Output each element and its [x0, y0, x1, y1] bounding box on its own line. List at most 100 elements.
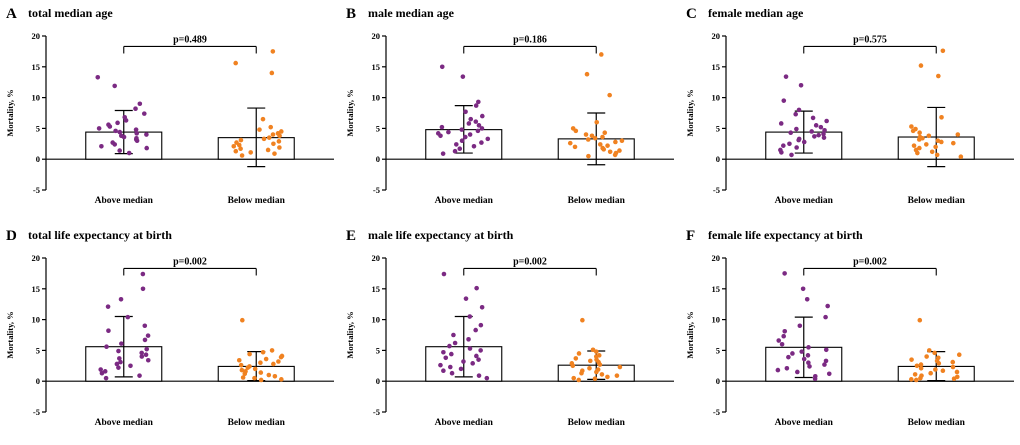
scatter-point-above-median — [474, 353, 479, 359]
scatter-point-below-median — [617, 148, 622, 153]
scatter-point-above-median — [446, 129, 451, 135]
scatter-point-above-median — [134, 131, 140, 136]
scatter-point-above-median — [475, 128, 481, 134]
y-tick-label: -5 — [33, 185, 40, 195]
scatter-point-above-median — [480, 113, 485, 119]
scatter-point-above-median — [776, 338, 782, 343]
scatter-point-below-median — [605, 374, 610, 380]
scatter-point-above-median — [116, 348, 121, 354]
scatter-point-below-median — [238, 362, 244, 368]
y-tick-label: 0 — [36, 154, 40, 164]
scatter-point-above-median — [133, 127, 139, 132]
scatter-point-below-median — [248, 150, 254, 155]
scatter-point-below-median — [935, 138, 941, 144]
scatter-point-above-median — [117, 356, 122, 361]
scatter-point-above-median — [452, 148, 458, 154]
scatter-point-below-median — [279, 377, 284, 382]
scatter-point-above-median — [449, 370, 455, 376]
scatter-point-above-median — [140, 286, 146, 292]
scatter-point-above-median — [788, 130, 794, 136]
scatter-point-below-median — [238, 137, 244, 143]
scatter-point-above-median — [463, 296, 469, 301]
scatter-point-below-median — [252, 375, 257, 381]
p-value-label: p=0.002 — [513, 256, 547, 267]
scatter-point-above-median — [113, 128, 118, 134]
scatter-point-below-median — [276, 139, 282, 144]
scatter-point-above-median — [816, 132, 821, 138]
y-axis-label: Mortality, % — [345, 89, 355, 136]
scatter-point-below-median — [242, 371, 248, 377]
scatter-point-below-median — [916, 137, 922, 142]
y-axis-label: Mortality, % — [5, 89, 15, 136]
panel-letter: F — [686, 228, 695, 244]
scatter-point-below-median — [936, 73, 941, 79]
scatter-point-below-median — [956, 352, 962, 358]
scatter-point-below-median — [933, 367, 938, 372]
y-tick-label: 10 — [372, 93, 381, 103]
x-tick-label-below-median: Below median — [228, 196, 286, 206]
p-value-label: p=0.489 — [173, 34, 207, 45]
panel-title: male life expectancy at birth — [368, 228, 514, 242]
scatter-point-above-median — [478, 322, 484, 328]
y-tick-label: 10 — [32, 93, 41, 103]
scatter-point-above-median — [443, 355, 449, 361]
scatter-point-above-median — [134, 138, 140, 144]
scatter-point-above-median — [798, 82, 804, 88]
scatter-point-below-median — [910, 128, 916, 134]
y-axis-label: Mortality, % — [5, 311, 15, 358]
scatter-point-above-median — [478, 348, 483, 353]
scatter-point-above-median — [473, 327, 478, 333]
scatter-point-below-median — [909, 377, 914, 382]
x-tick-label-above-median: Above median — [435, 418, 494, 428]
y-tick-label: -5 — [373, 185, 380, 195]
y-tick-label: -5 — [713, 407, 720, 417]
scatter-point-above-median — [784, 365, 790, 371]
y-axis-label: Mortality, % — [345, 311, 355, 358]
scatter-point-above-median — [801, 139, 807, 145]
scatter-point-below-median — [926, 133, 932, 139]
scatter-point-below-median — [917, 317, 923, 323]
panel-letter: A — [6, 6, 17, 22]
y-tick-label: 20 — [372, 253, 381, 263]
scatter-point-above-median — [796, 107, 802, 113]
scatter-point-above-median — [441, 349, 446, 355]
scatter-point-below-median — [277, 133, 282, 139]
scatter-point-above-median — [98, 367, 104, 372]
scatter-point-below-median — [934, 152, 940, 158]
scatter-point-above-median — [781, 333, 786, 339]
panel-title: female life expectancy at birth — [708, 228, 863, 242]
scatter-point-above-median — [95, 74, 101, 80]
panel-letter: C — [686, 6, 697, 22]
y-tick-label: 20 — [32, 31, 41, 41]
scatter-point-below-median — [958, 154, 964, 160]
scatter-point-below-median — [589, 133, 595, 139]
scatter-point-below-median — [580, 317, 585, 323]
scatter-point-above-median — [128, 363, 133, 369]
scatter-point-below-median — [272, 373, 278, 379]
scatter-point-above-median — [824, 118, 829, 124]
scatter-point-below-median — [619, 138, 625, 144]
scatter-point-below-median — [276, 359, 281, 364]
y-tick-label: 20 — [712, 31, 721, 41]
scatter-point-below-median — [594, 119, 600, 125]
y-tick-label: 15 — [372, 62, 381, 72]
scatter-point-below-median — [240, 317, 245, 323]
scatter-point-above-median — [115, 120, 120, 126]
scatter-point-above-median — [116, 365, 121, 370]
scatter-point-below-median — [585, 137, 591, 142]
scatter-point-above-median — [823, 358, 829, 364]
scatter-point-below-median — [233, 60, 238, 66]
x-tick-label-above-median: Above median — [95, 196, 154, 206]
scatter-point-above-median — [439, 124, 445, 130]
scatter-point-below-median — [567, 140, 573, 146]
scatter-point-above-median — [448, 364, 453, 370]
scatter-point-above-median — [812, 134, 817, 139]
scatter-point-below-median — [271, 141, 276, 147]
scatter-point-below-median — [911, 143, 917, 148]
scatter-point-below-median — [597, 142, 603, 147]
y-tick-label: 5 — [36, 345, 40, 355]
